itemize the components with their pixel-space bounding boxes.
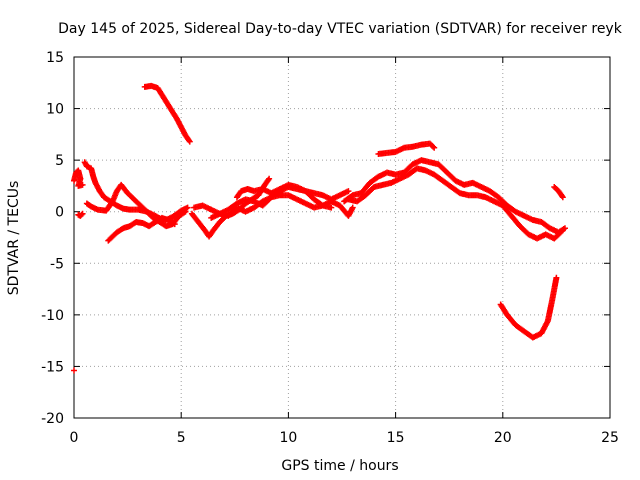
data-point: [558, 228, 565, 235]
series-track-c: [81, 159, 191, 224]
series-track-o: [497, 274, 560, 341]
series-track-n: [551, 183, 566, 201]
data-point: [431, 144, 438, 151]
series-track-b: [75, 210, 86, 219]
data-point: [184, 204, 191, 211]
y-tick-label: -5: [50, 256, 64, 272]
data-point: [78, 211, 85, 218]
series-track-j: [233, 181, 335, 211]
axis-ticks: 0 5 10 15 20 25 15 10 5 0 -5 -10 -15 -20: [41, 50, 619, 446]
series-track-l: [345, 165, 566, 242]
series-track-m: [375, 140, 438, 157]
x-tick-label: 20: [494, 430, 512, 446]
series-track-e: [141, 82, 193, 145]
data-point: [349, 204, 356, 211]
data-point: [71, 367, 77, 374]
y-tick-label: -20: [41, 411, 64, 427]
data-point: [328, 204, 335, 211]
series-track-p: [71, 367, 77, 374]
data-point: [553, 274, 560, 281]
plot-frame: [73, 56, 611, 419]
data-point: [558, 193, 565, 200]
data-point: [79, 210, 86, 217]
y-tick-label: 15: [46, 50, 64, 66]
x-tick-label: 25: [601, 430, 619, 446]
y-tick-label: 5: [55, 153, 64, 169]
data-point: [345, 188, 352, 195]
y-tick-label: -10: [41, 308, 64, 324]
x-tick-label: 15: [387, 430, 405, 446]
series-track-k: [341, 157, 568, 236]
data-point: [186, 138, 193, 145]
x-tick-label: 10: [279, 430, 297, 446]
data-point: [171, 221, 178, 228]
series-track-f: [105, 214, 178, 244]
x-tick-label: 5: [177, 430, 186, 446]
series-track-h: [191, 183, 352, 217]
y-axis-label: SDTVAR / TECUs: [6, 181, 22, 296]
x-tick-label: 0: [70, 430, 79, 446]
data-point: [430, 143, 437, 150]
data-points: [71, 82, 568, 374]
data-point: [266, 175, 273, 182]
y-tick-label: 10: [46, 102, 64, 118]
series-track-a: [71, 167, 86, 189]
data-point: [79, 181, 86, 188]
y-tick-label: -15: [41, 359, 64, 375]
x-axis-label: GPS time / hours: [281, 458, 398, 474]
data-point: [559, 227, 566, 234]
data-point: [265, 176, 272, 183]
data-point: [185, 137, 192, 144]
data-point: [559, 194, 566, 201]
chart-title: Day 145 of 2025, Sidereal Day-to-day VTE…: [58, 21, 623, 37]
y-tick-label: 0: [55, 205, 64, 221]
data-point: [182, 208, 189, 215]
